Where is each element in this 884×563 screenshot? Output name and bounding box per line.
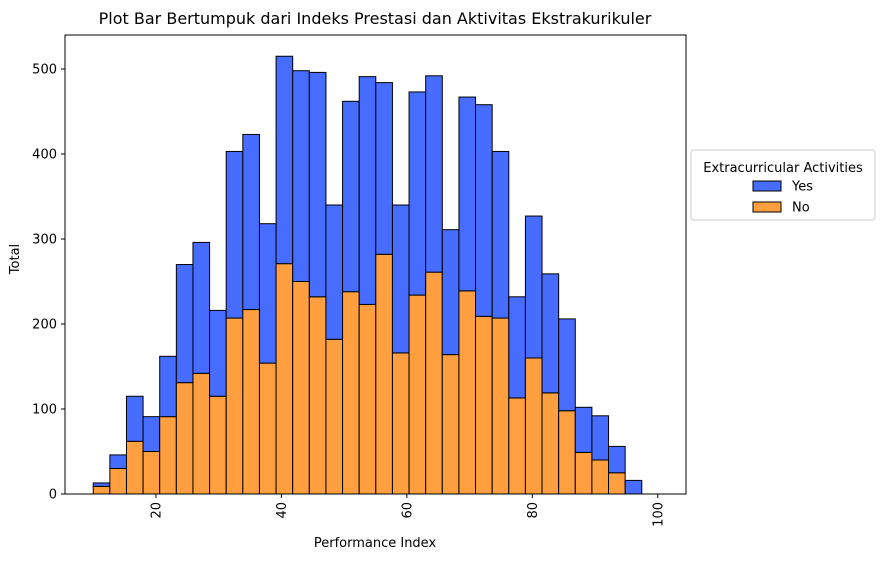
bar-yes (475, 104, 493, 317)
bar-no (159, 416, 177, 495)
chart-title: Plot Bar Bertumpuk dari Indeks Prestasi … (99, 9, 652, 28)
bar-yes (408, 91, 427, 296)
bar-yes (275, 55, 294, 265)
bar-yes (441, 229, 460, 356)
bar-no (524, 357, 543, 495)
bar-yes (242, 133, 260, 311)
bar-yes (192, 241, 211, 374)
bar-no (608, 472, 626, 495)
bar-yes (159, 355, 177, 418)
bar-no (258, 362, 277, 495)
bar-yes (308, 71, 327, 298)
bar-no (209, 395, 227, 495)
bar-no (292, 281, 310, 495)
bar-no (391, 352, 410, 495)
bar-no (558, 410, 576, 495)
bar-no (325, 338, 344, 495)
bar-no (308, 296, 327, 495)
bar-yes (342, 100, 360, 293)
bar-no (375, 253, 393, 495)
y-tick-label: 300 (32, 233, 57, 248)
bar-no (591, 459, 610, 495)
bar-no (92, 485, 111, 495)
y-tick-label: 0 (49, 488, 57, 503)
bar-yes (524, 215, 543, 359)
axes-group: 0 100 200 300 400 500 20 40 60 80 100 (32, 34, 687, 527)
bar-no (475, 315, 493, 495)
bar-no (242, 309, 260, 495)
x-tick-label: 60 (400, 502, 415, 519)
bar-no (109, 468, 127, 495)
bar-yes (491, 150, 510, 319)
bar-no (541, 392, 560, 495)
bar-yes (358, 76, 377, 305)
legend-label-no: No (792, 201, 810, 216)
bar-yes (375, 82, 393, 255)
bar-no (408, 294, 427, 495)
bar-no (142, 451, 161, 495)
bar-yes (541, 273, 560, 394)
y-tick-label: 100 (32, 403, 57, 418)
x-tick-label: 100 (651, 502, 666, 527)
bar-no (225, 317, 244, 495)
y-tick-label: 400 (32, 148, 57, 163)
bar-yes (508, 296, 526, 399)
bar-yes (574, 406, 593, 453)
bar-no (425, 271, 443, 495)
bar-yes (558, 318, 576, 412)
bar-no (175, 382, 194, 495)
bar-yes (142, 416, 161, 452)
bar-yes (109, 454, 127, 469)
bar-yes (292, 70, 310, 282)
plot-frame (64, 34, 687, 495)
bar-yes (391, 204, 410, 354)
x-tick-label: 80 (526, 502, 541, 519)
y-tick-label: 500 (32, 63, 57, 78)
bar-yes (591, 415, 610, 461)
bar-yes (209, 309, 227, 397)
bar-no (508, 397, 526, 495)
bar-no (125, 440, 144, 495)
x-tick-label: 40 (275, 502, 290, 519)
legend-box (690, 149, 876, 221)
bar-no (275, 263, 294, 495)
bar-no (574, 451, 593, 495)
legend-swatch-yes (752, 180, 782, 192)
legend-label-yes: Yes (791, 180, 813, 195)
bar-no (342, 291, 360, 495)
bar-yes (425, 75, 443, 273)
x-tick-label: 20 (149, 502, 164, 519)
bar-no (458, 290, 477, 495)
bar-yes (225, 150, 244, 319)
bar-yes (125, 395, 144, 442)
legend-swatch-no (752, 201, 782, 213)
bar-yes (608, 445, 626, 474)
x-axis-label: Performance Index (314, 536, 437, 551)
y-tick-label: 200 (32, 318, 57, 333)
y-axis-label: Total (8, 244, 23, 275)
bar-no (192, 372, 211, 495)
bar-yes (458, 96, 477, 292)
bar-no (358, 303, 377, 495)
bar-yes (624, 479, 643, 495)
bars-group (92, 55, 643, 495)
bar-yes (258, 223, 277, 364)
bar-no (441, 354, 460, 495)
bar-yes (92, 482, 111, 487)
legend: Extracurricular Activities Yes No (690, 149, 876, 221)
bar-yes (175, 264, 194, 384)
bar-no (491, 317, 510, 495)
bar-yes (325, 204, 344, 340)
legend-title: Extracurricular Activities (703, 161, 863, 176)
